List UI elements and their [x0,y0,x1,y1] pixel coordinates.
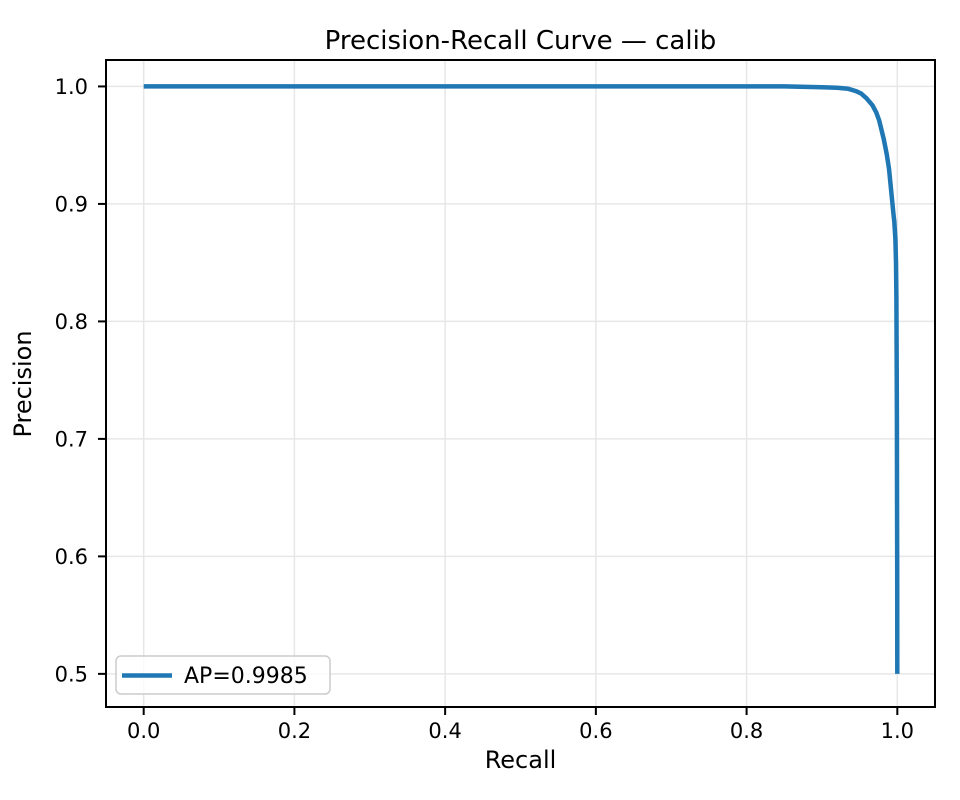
grid-layer [106,60,935,707]
legend-box [115,655,331,695]
x-tick-label: 0.8 [730,719,763,743]
y-tick-label: 0.5 [55,662,88,686]
plot-border [105,59,936,708]
x-tick-label: 0.6 [579,719,612,743]
y-tick-label: 1.0 [55,75,88,99]
legend: AP=0.9985 [115,655,331,695]
y-tick-label: 0.7 [55,427,88,451]
x-axis-label: Recall [485,746,557,774]
x-tick-label: 0.0 [127,719,160,743]
series-layer [143,84,900,674]
x-tick-label: 1.0 [881,719,914,743]
tick-layer: 0.0 0.2 0.4 0.6 0.8 1.0 0.5 0.6 0.7 0.8 0.9 1.0 [55,75,914,743]
y-tick-label: 0.6 [55,545,88,569]
y-axis-label: Precision [9,330,37,437]
y-tick-label: 0.9 [55,192,88,216]
x-tick-label: 0.2 [278,719,311,743]
x-tick-label: 0.4 [428,719,461,743]
y-tick-label: 0.8 [55,310,88,334]
chart-title: Precision-Recall Curve — calib [325,26,717,56]
legend-label: AP=0.9985 [184,664,308,689]
pr-curve-line [143,84,900,674]
